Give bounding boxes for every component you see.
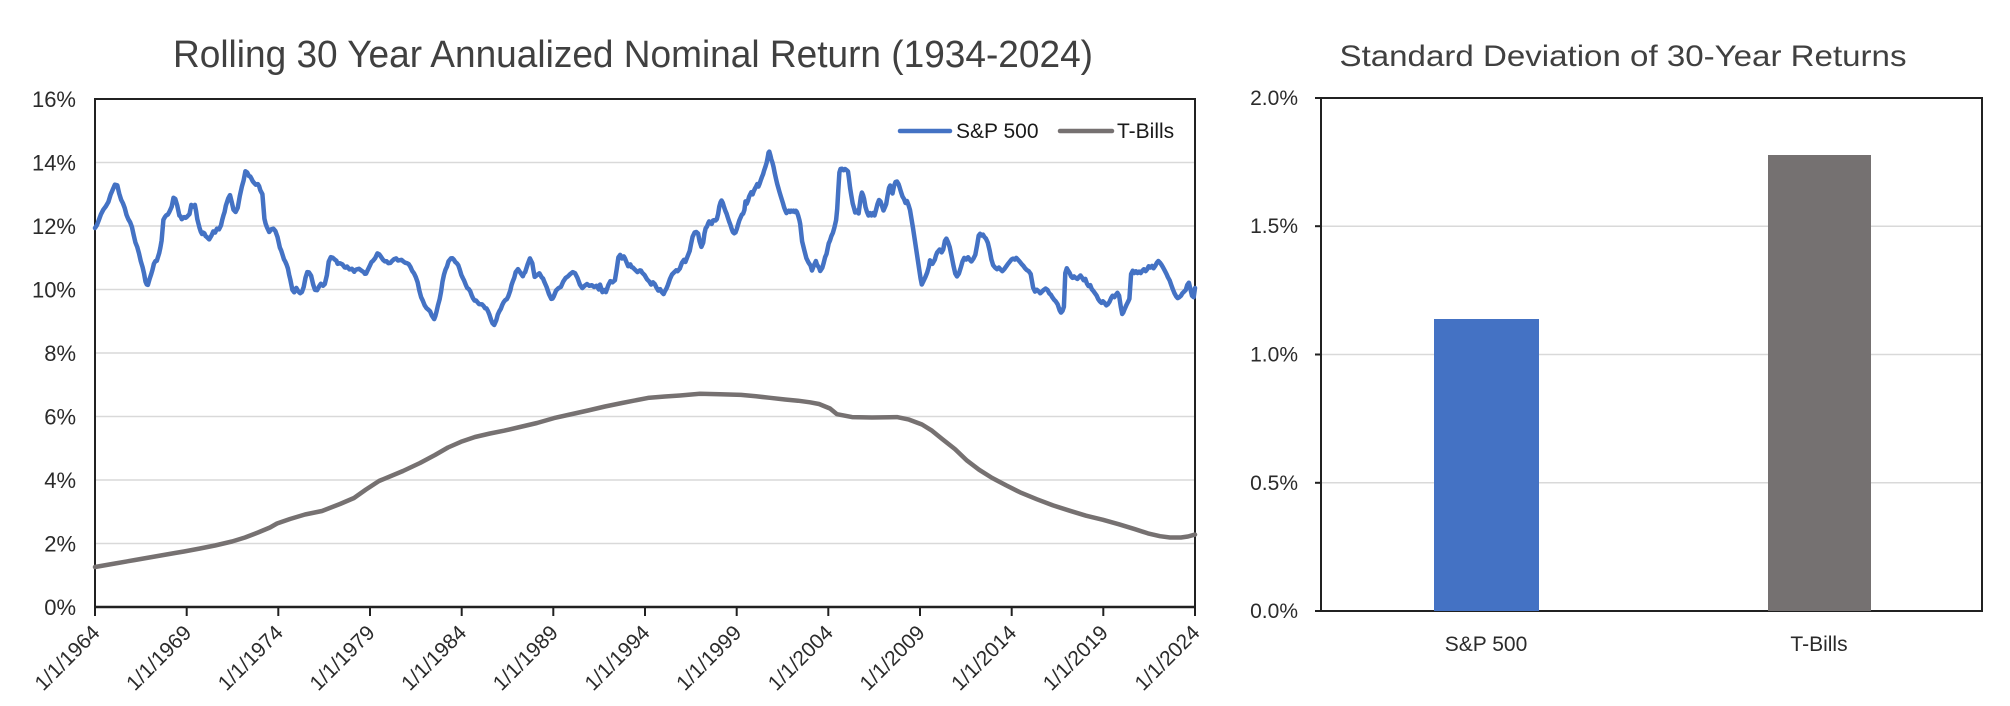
svg-text:8%: 8% <box>44 341 76 366</box>
svg-text:4%: 4% <box>44 468 76 493</box>
svg-text:S&P 500: S&P 500 <box>1445 633 1528 656</box>
svg-text:0.0%: 0.0% <box>1250 600 1298 623</box>
svg-text:6%: 6% <box>44 405 76 430</box>
svg-text:1.5%: 1.5% <box>1250 215 1298 238</box>
svg-text:12%: 12% <box>32 214 76 239</box>
svg-text:Rolling 30 Year Annualized Nom: Rolling 30 Year Annualized Nominal Retur… <box>173 34 1093 76</box>
svg-text:0.5%: 0.5% <box>1250 472 1298 495</box>
svg-text:Standard Deviation of 30-Year: Standard Deviation of 30-Year Returns <box>1340 40 1907 73</box>
svg-text:2%: 2% <box>44 532 76 557</box>
svg-text:S&P 500: S&P 500 <box>956 120 1039 143</box>
svg-text:10%: 10% <box>32 278 76 303</box>
svg-text:1.0%: 1.0% <box>1250 344 1298 367</box>
svg-text:T-Bills: T-Bills <box>1117 120 1174 143</box>
svg-text:14%: 14% <box>32 151 76 176</box>
svg-text:T-Bills: T-Bills <box>1790 633 1847 656</box>
svg-text:2.0%: 2.0% <box>1250 87 1298 110</box>
svg-text:0%: 0% <box>44 595 76 620</box>
svg-text:16%: 16% <box>32 87 76 112</box>
